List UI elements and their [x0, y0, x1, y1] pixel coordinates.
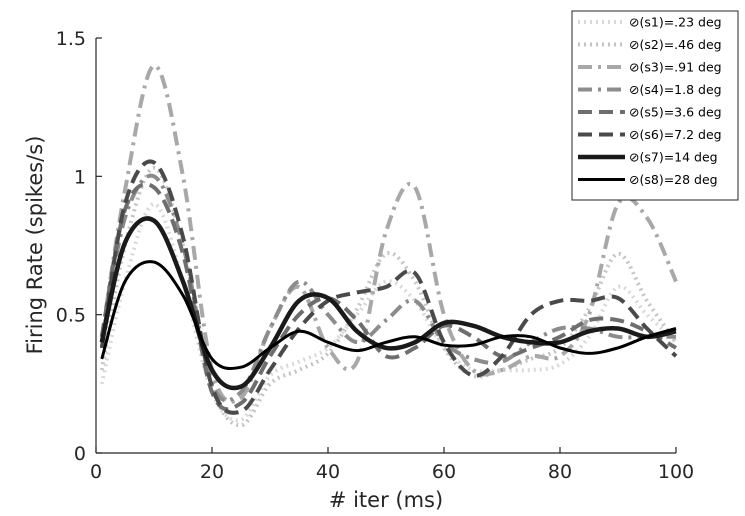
- legend-label-s4: ⊘(s4)=1.8 deg: [629, 82, 722, 97]
- legend-label-s6: ⊘(s6)=7.2 deg: [629, 127, 722, 142]
- x-tick-label: 100: [658, 461, 694, 483]
- legend-box: [571, 10, 739, 201]
- legend-label-s5: ⊘(s5)=3.6 deg: [629, 105, 722, 120]
- legend-label-s3: ⊘(s3)=.91 deg: [629, 60, 722, 75]
- x-ticks: 0 20 40 60 80 100: [90, 447, 694, 483]
- y-ticks: 0 0.5 1 1.5: [56, 28, 102, 465]
- x-axis-label: # iter (ms): [329, 488, 443, 512]
- y-tick-label: 0.5: [56, 305, 86, 327]
- x-tick-label: 20: [200, 461, 224, 483]
- series-line-s6: [99, 159, 678, 415]
- x-tick-label: 80: [548, 461, 572, 483]
- y-tick-label: 0: [74, 443, 86, 465]
- axes: [95, 38, 676, 454]
- legend-label-s7: ⊘(s7)=14 deg: [629, 150, 718, 165]
- legend-label-s2: ⊘(s2)=.46 deg: [629, 37, 722, 52]
- series-line-s8: [100, 260, 677, 371]
- legend-label-s1: ⊘(s1)=.23 deg: [629, 15, 722, 30]
- y-tick-label: 1: [74, 166, 86, 188]
- legend-label-s8: ⊘(s8)=28 deg: [629, 172, 718, 187]
- series-line-s1: [99, 202, 678, 423]
- y-tick-label: 1.5: [56, 28, 86, 50]
- x-tick-label: 40: [316, 461, 340, 483]
- y-axis-label: Firing Rate (spikes/s): [23, 136, 47, 355]
- plot-area: [99, 63, 678, 428]
- series-line-s3: [99, 63, 678, 404]
- x-tick-label: 0: [90, 461, 102, 483]
- x-tick-label: 60: [432, 461, 456, 483]
- legend: ⊘(s1)=.23 deg ⊘(s2)=.46 deg ⊘(s3)=.91 deg ⊘…: [571, 10, 739, 201]
